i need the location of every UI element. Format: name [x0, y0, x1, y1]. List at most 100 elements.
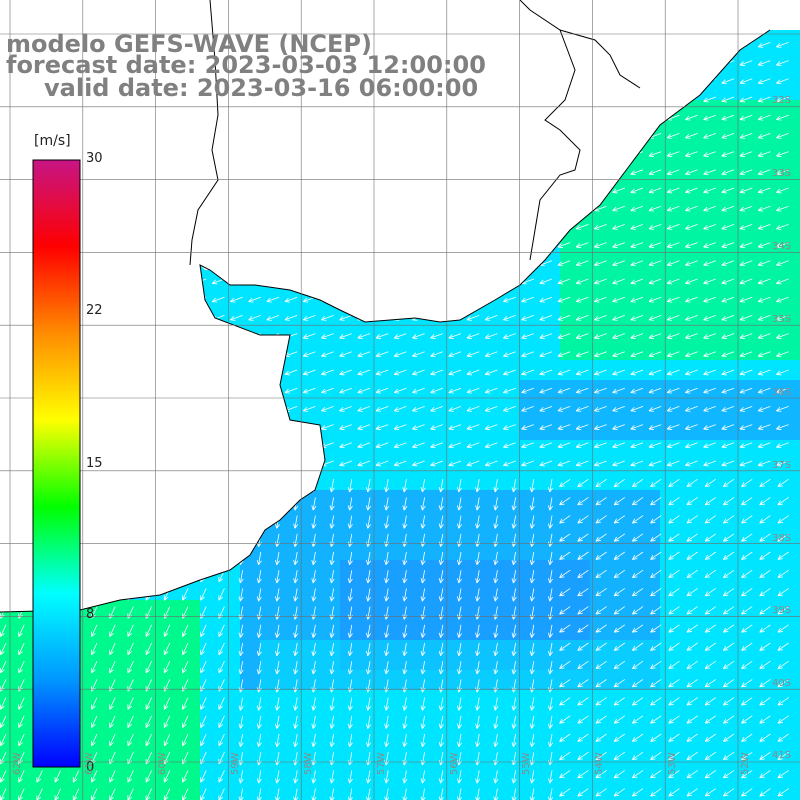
- wind-arrow: [456, 533, 462, 547]
- wind-arrow: [456, 788, 462, 800]
- wind-arrow: [109, 733, 116, 747]
- wind-arrow: [218, 624, 225, 637]
- wind-arrow: [666, 242, 680, 248]
- wind-arrow: [182, 588, 189, 601]
- wind-arrow: [145, 733, 152, 747]
- wind-arrow: [182, 624, 189, 637]
- wind-arrow: [339, 442, 352, 449]
- wind-arrow: [613, 770, 626, 779]
- wind-arrow: [721, 96, 735, 103]
- wind-arrow: [365, 479, 371, 493]
- wind-arrow: [311, 624, 317, 638]
- wind-arrow: [329, 697, 335, 711]
- wind-arrow: [757, 151, 771, 157]
- wind-arrow: [339, 406, 352, 412]
- wind-arrow: [721, 315, 735, 321]
- wind-arrow: [511, 770, 517, 784]
- wind-arrow: [547, 679, 553, 693]
- wind-arrow: [274, 697, 280, 711]
- wind-arrow: [723, 715, 735, 724]
- wind-arrow: [127, 770, 134, 783]
- wind-arrow: [613, 733, 626, 742]
- colorbar-tick-22: 22: [86, 303, 103, 318]
- wind-arrow: [91, 661, 98, 674]
- wind-arrow: [559, 569, 571, 579]
- wind-arrow: [54, 770, 61, 783]
- wind-arrow: [218, 642, 225, 656]
- wind-arrow: [475, 479, 481, 493]
- wind-arrow: [595, 551, 607, 560]
- wind-arrow: [402, 533, 408, 547]
- wind-arrow: [145, 770, 152, 783]
- wind-arrow: [448, 406, 462, 412]
- wind-arrow: [539, 333, 553, 339]
- wind-arrow: [595, 679, 607, 688]
- wind-arrow: [723, 533, 735, 542]
- wind-arrow: [274, 533, 280, 547]
- wind-arrow: [284, 296, 298, 303]
- wind-arrow: [703, 133, 716, 139]
- wind-arrow: [347, 624, 353, 638]
- wind-arrow: [704, 642, 717, 651]
- wind-arrow: [577, 679, 589, 688]
- wind-arrow: [757, 260, 771, 267]
- lat-label-32s: 32S: [772, 95, 792, 106]
- wind-arrow: [511, 788, 517, 800]
- wind-arrow: [632, 679, 644, 688]
- wind-arrow: [420, 606, 426, 620]
- wind-arrow: [412, 424, 425, 430]
- wind-arrow: [648, 151, 662, 157]
- wind-arrow: [365, 770, 371, 784]
- wind-arrow: [575, 442, 589, 449]
- wind-arrow: [577, 624, 589, 633]
- wind-arrow: [703, 351, 716, 358]
- wind-arrow: [384, 715, 390, 729]
- wind-arrow: [613, 497, 626, 506]
- wind-arrow: [630, 424, 644, 430]
- wind-arrow: [650, 569, 662, 579]
- wind-arrow: [484, 442, 498, 449]
- wind-arrow: [521, 387, 534, 394]
- wind-arrow: [703, 242, 716, 248]
- wind-arrow: [739, 133, 753, 139]
- wind-arrow: [529, 733, 535, 748]
- wind-arrow: [511, 752, 517, 766]
- wind-arrow: [612, 460, 625, 467]
- wind-arrow: [230, 315, 243, 321]
- wind-arrow: [475, 497, 481, 511]
- wind-arrow: [109, 770, 116, 783]
- wind-arrow: [703, 296, 716, 303]
- wind-arrow: [493, 697, 499, 711]
- wind-arrow: [420, 497, 426, 511]
- wind-arrow: [529, 697, 535, 711]
- wind-arrow: [777, 679, 789, 688]
- wind-arrow: [595, 624, 607, 633]
- wind-arrow: [238, 788, 244, 800]
- wind-arrow: [357, 406, 371, 412]
- colorbar-tick-0: 0: [86, 760, 95, 775]
- wind-arrow: [393, 460, 407, 467]
- wind-arrow: [493, 588, 499, 602]
- wind-arrow: [650, 642, 662, 651]
- wind-arrow: [547, 551, 553, 566]
- wind-arrow: [539, 442, 553, 449]
- wind-arrow: [668, 788, 680, 797]
- wind-arrow: [559, 497, 571, 506]
- wind-arrow: [594, 333, 607, 339]
- wind-arrow: [703, 278, 716, 285]
- wind-arrow: [375, 387, 389, 394]
- wind-arrow: [723, 660, 735, 670]
- wind-arrow: [256, 570, 262, 584]
- wind-arrow: [384, 733, 390, 748]
- wind-arrow: [630, 260, 644, 267]
- lon-label-62w: 62W: [12, 752, 23, 775]
- wind-arrow: [685, 187, 698, 194]
- wind-arrow: [559, 660, 571, 670]
- wind-arrow: [739, 369, 753, 376]
- wind-arrow: [776, 406, 789, 412]
- wind-arrow: [91, 697, 98, 710]
- wind-arrow: [384, 588, 390, 602]
- wind-arrow: [0, 661, 7, 674]
- wind-arrow: [577, 588, 589, 597]
